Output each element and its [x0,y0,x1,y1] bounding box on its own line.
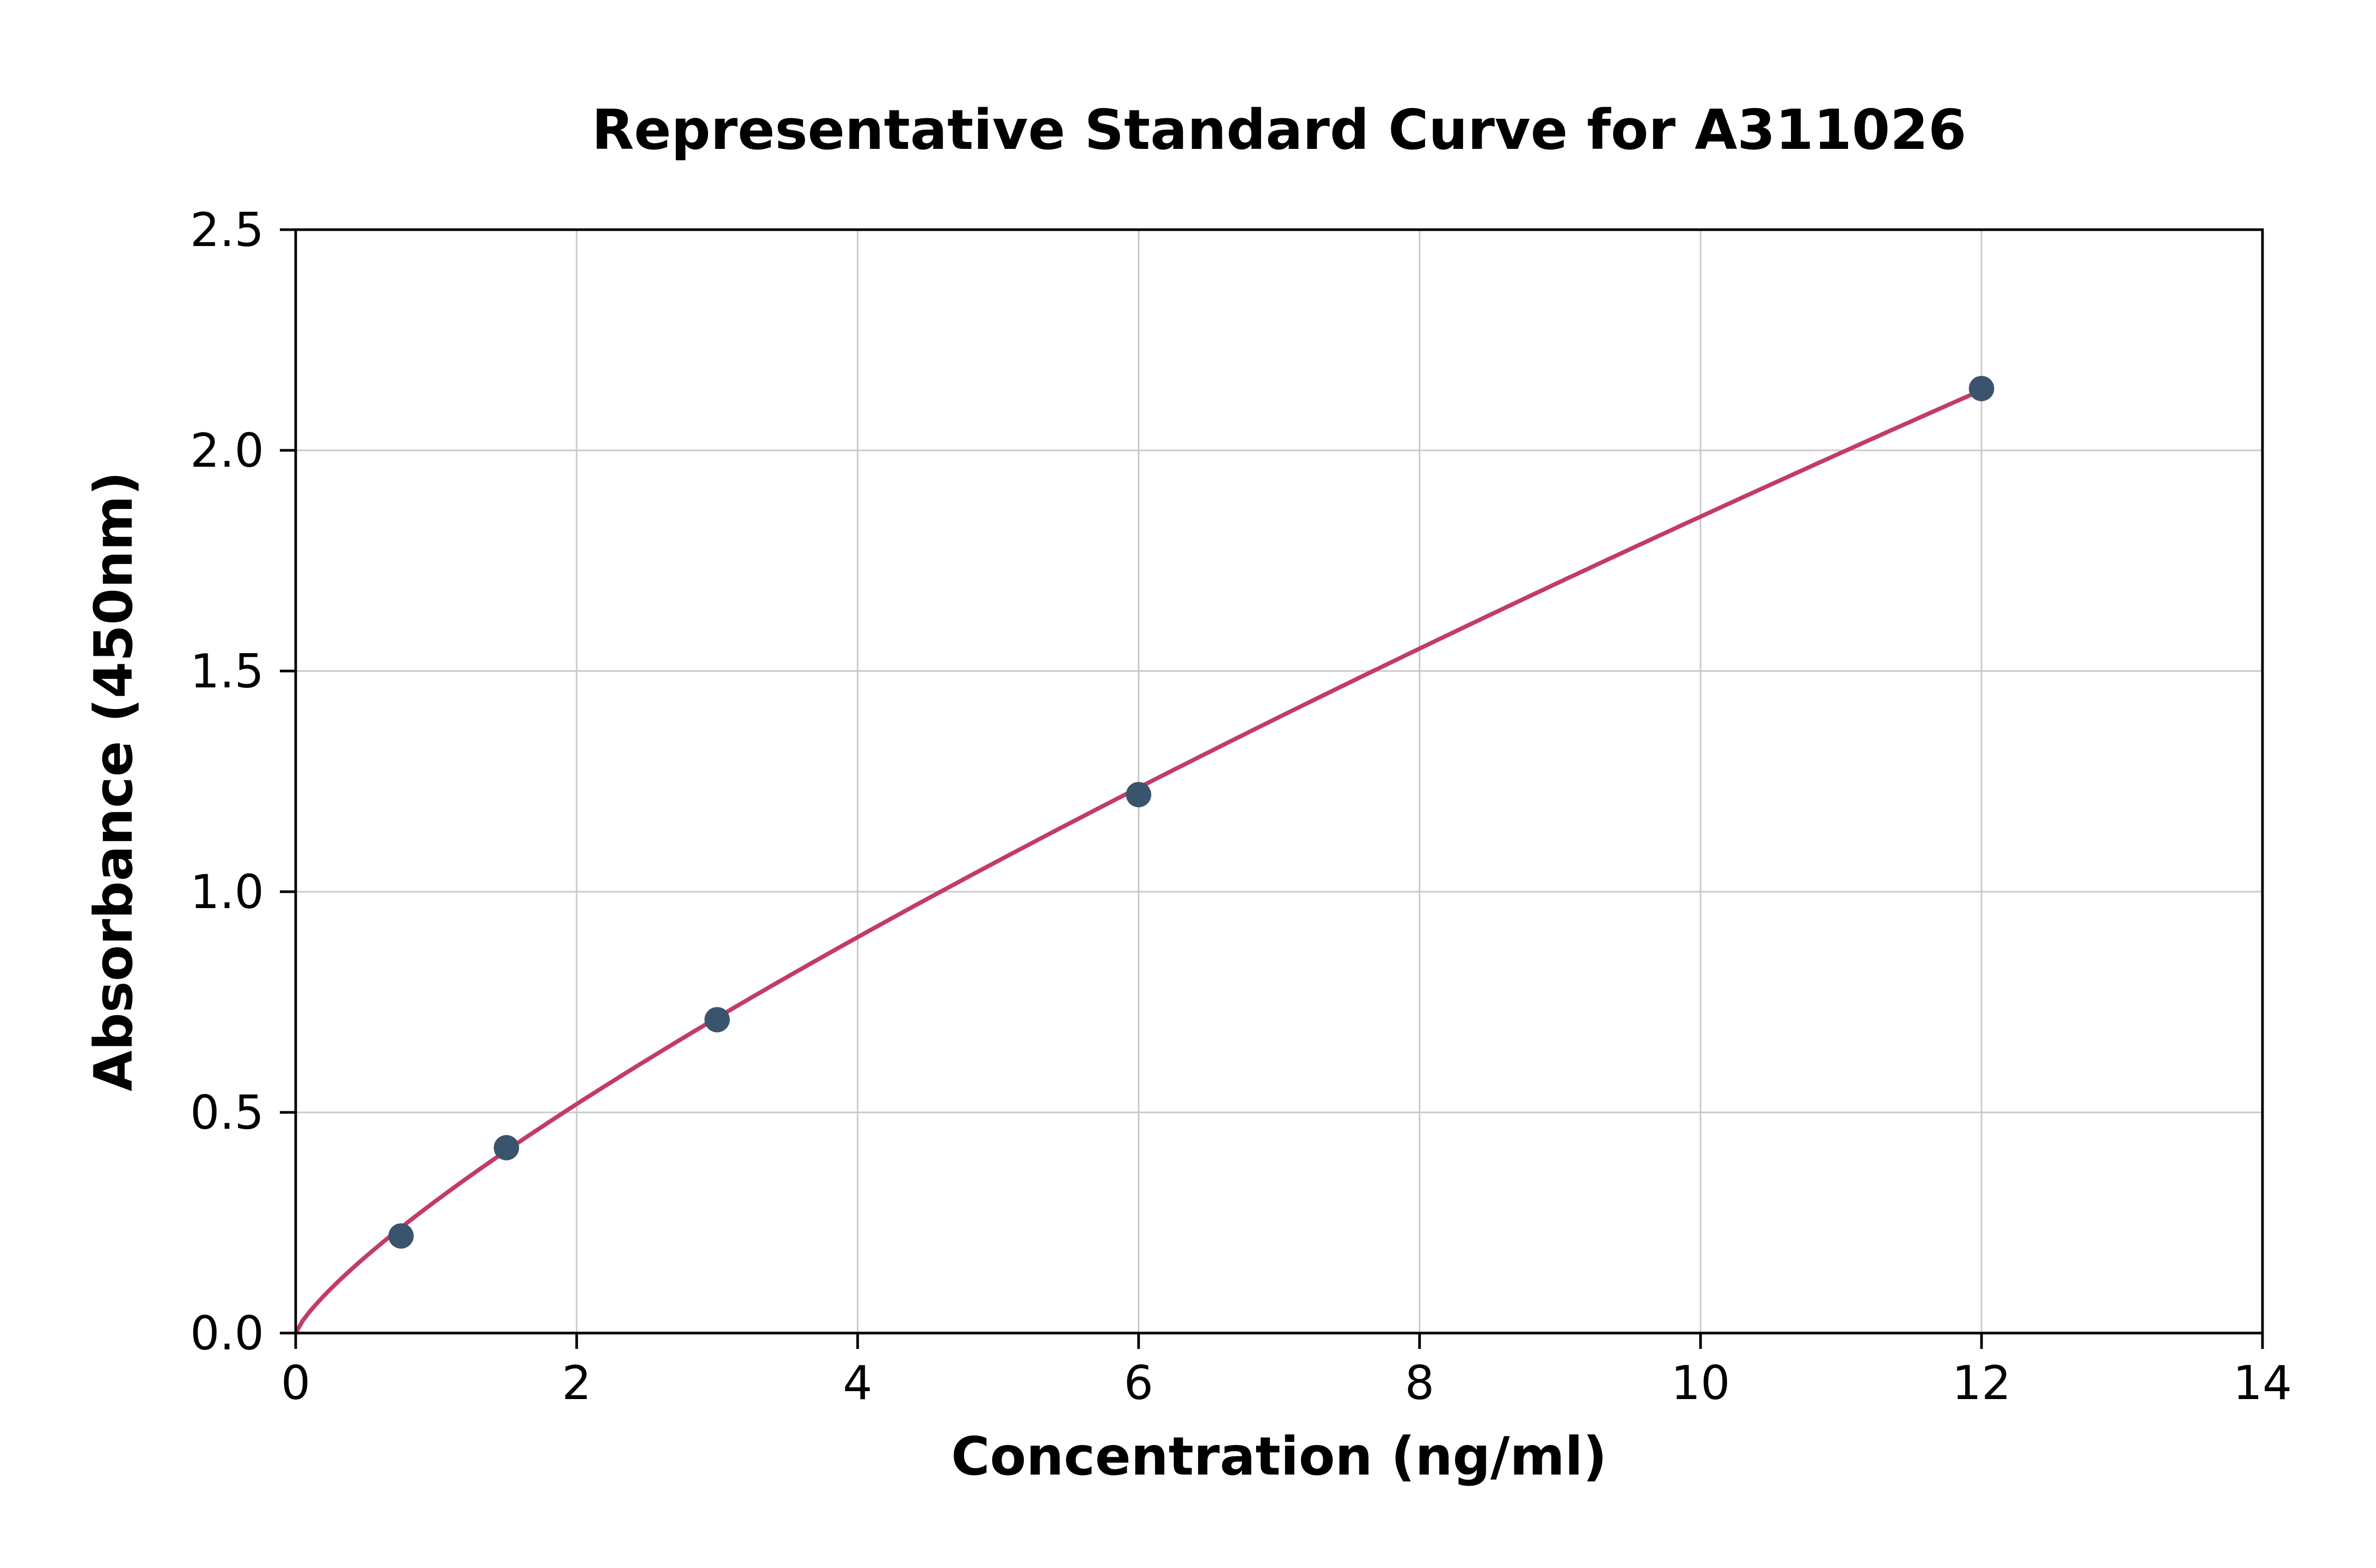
x-tick-label: 12 [1952,1356,2011,1410]
axes-spines [294,228,2264,1335]
data-point [1968,375,1994,401]
x-tick-label: 4 [843,1356,872,1410]
data-point [494,1135,520,1160]
x-tick-label: 14 [2233,1356,2292,1410]
y-tick-label: 2.5 [190,203,264,257]
x-tick-label: 2 [562,1356,591,1410]
data-point [1126,782,1152,808]
y-tick-label: 1.0 [190,865,264,919]
x-tick-label: 8 [1405,1356,1435,1410]
x-tick-label: 0 [281,1356,310,1410]
y-tick-label: 1.5 [190,644,264,698]
x-tick-label: 10 [1671,1356,1730,1410]
data-point [388,1223,414,1249]
data-point [704,1007,730,1033]
x-axis-label: Concentration (ng/ml) [951,1425,1607,1487]
chart-title: Representative Standard Curve for A31102… [591,98,1967,162]
y-tick-label: 0.5 [190,1085,264,1140]
y-tick-label: 0.0 [190,1306,264,1361]
y-tick-label: 2.0 [190,423,264,478]
x-tick-label: 6 [1124,1356,1153,1410]
